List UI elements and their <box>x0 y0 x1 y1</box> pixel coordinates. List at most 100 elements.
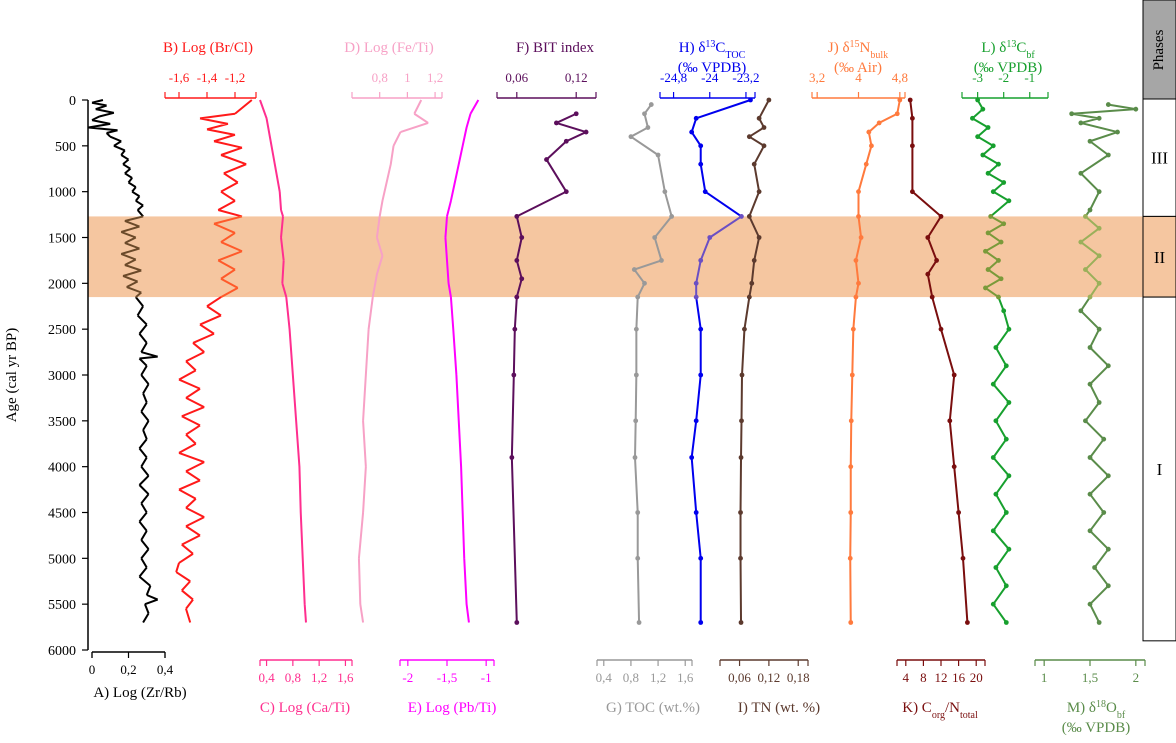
data-point-L <box>985 125 991 130</box>
data-point-L <box>993 491 999 497</box>
panel-tick-label-K: 8 <box>920 670 927 685</box>
data-point-I <box>756 115 762 121</box>
y-tick-label: 1000 <box>48 186 76 201</box>
data-point-H <box>748 97 753 103</box>
data-point-J <box>866 129 872 135</box>
data-point-I <box>746 294 752 300</box>
data-point-I <box>756 235 762 240</box>
panel-label-E: E) Log (Pb/Ti) <box>408 700 497 716</box>
panel-tick-label-J: 4 <box>855 70 862 85</box>
data-point-L <box>1003 583 1009 589</box>
data-point-L <box>980 152 986 158</box>
panel-label-C: C) Log (Ca/Ti) <box>260 700 350 716</box>
panel-I: 0,06 0,12 0,18 <box>719 97 810 685</box>
panel-tick-label-L: -3 <box>972 70 983 85</box>
panel-label-text-G: G) TOC (wt.%) <box>606 700 700 716</box>
series-line-H <box>690 99 751 623</box>
data-point-H <box>693 294 699 300</box>
panel-tick-label-I: 0,18 <box>787 670 810 685</box>
series-line-band-L <box>984 215 1005 298</box>
data-point-J <box>847 555 853 561</box>
panel-label-unit-J: (‰ Air) <box>834 60 882 76</box>
panel-label-D: D) Log (Fe/Ti) <box>344 40 433 56</box>
series-line-J <box>849 99 901 623</box>
panel-label-text-I: I) TN (wt. %) <box>738 700 820 716</box>
y-axis-label: Age (cal yr BP) <box>4 328 20 423</box>
data-point-K <box>907 97 913 103</box>
data-point-G <box>648 102 654 107</box>
data-point-I <box>751 258 757 263</box>
data-point-G <box>652 235 658 240</box>
data-point-K <box>934 258 939 263</box>
data-point-H <box>693 510 699 515</box>
panel-G: 0,4 0,8 1,2 1,6 <box>596 102 694 685</box>
data-point-I <box>746 134 752 140</box>
panel-D: 0,8 1 1,2 <box>351 70 443 623</box>
series-line-band-F <box>515 216 523 298</box>
data-point-L <box>998 276 1004 282</box>
data-point-K <box>947 418 953 424</box>
data-point-M <box>1096 189 1102 195</box>
data-point-G <box>636 620 642 625</box>
data-point-G <box>655 152 661 158</box>
panel-label-M: M) δ18Obf(‰ VPDB) <box>1062 699 1130 737</box>
data-point-M <box>1083 267 1088 272</box>
data-point-L <box>1001 308 1007 314</box>
panel-tick-label-G: 1,2 <box>650 670 666 685</box>
data-point-J <box>850 326 856 332</box>
data-point-L <box>985 267 991 272</box>
panel-label-L: L) δ13Cbf(‰ VPDB) <box>974 39 1042 77</box>
data-point-L <box>1003 620 1009 625</box>
data-point-K <box>960 555 966 561</box>
data-point-F <box>573 111 579 117</box>
panel-label-text-K: K) Corg/Ntotal <box>902 700 978 721</box>
data-point-L <box>1001 221 1007 227</box>
data-point-M <box>1069 111 1075 117</box>
series-line-C <box>259 99 307 623</box>
panel-tick-label-H: -23,2 <box>732 70 759 85</box>
data-point-F <box>514 258 520 263</box>
data-point-J <box>848 620 854 625</box>
data-point-H <box>707 235 713 240</box>
data-point-G <box>662 189 668 195</box>
y-tick-label: 5500 <box>48 598 76 613</box>
data-point-L <box>980 106 986 112</box>
data-point-M <box>1087 381 1093 387</box>
panel-label-text-H: H) δ13CTOC <box>679 39 746 61</box>
panel-K: 4 8 12 16 20 <box>896 97 986 685</box>
data-point-M <box>1105 583 1111 589</box>
series-line-band-G <box>633 215 673 298</box>
series-line-band-A <box>120 215 144 298</box>
panel-tick-label-D: 1 <box>404 70 411 85</box>
panel-tick-label-E: -1 <box>481 670 492 685</box>
data-point-L <box>985 170 991 176</box>
data-point-I <box>738 510 743 515</box>
series-line-L <box>971 99 1010 624</box>
data-point-L <box>1006 473 1012 479</box>
data-point-H <box>702 189 708 195</box>
data-point-J <box>856 214 861 219</box>
data-point-M <box>1087 138 1093 144</box>
panel-tick-label-A: 0,2 <box>120 662 136 677</box>
phase-box-I <box>1142 296 1176 642</box>
panel-B: -1,6 -1,4 -1,2 <box>164 70 257 623</box>
panel-tick-label-M: 2 <box>1133 670 1140 685</box>
data-point-L <box>985 230 991 236</box>
series-line-band-H <box>695 215 742 298</box>
panel-label-unit-L: (‰ VPDB) <box>974 60 1042 76</box>
y-tick-label: 4500 <box>48 507 76 522</box>
data-point-M <box>1105 102 1111 107</box>
data-point-F <box>511 372 517 378</box>
data-point-J <box>856 189 861 195</box>
data-point-G <box>669 214 675 219</box>
data-point-J <box>848 418 854 424</box>
data-point-K <box>951 464 957 470</box>
data-point-H <box>693 115 699 121</box>
data-point-F <box>512 326 518 332</box>
data-point-H <box>698 555 704 561</box>
data-point-L <box>1001 180 1007 185</box>
data-point-L <box>1006 326 1012 332</box>
data-point-M <box>1078 120 1084 126</box>
series-line-D <box>357 99 429 623</box>
